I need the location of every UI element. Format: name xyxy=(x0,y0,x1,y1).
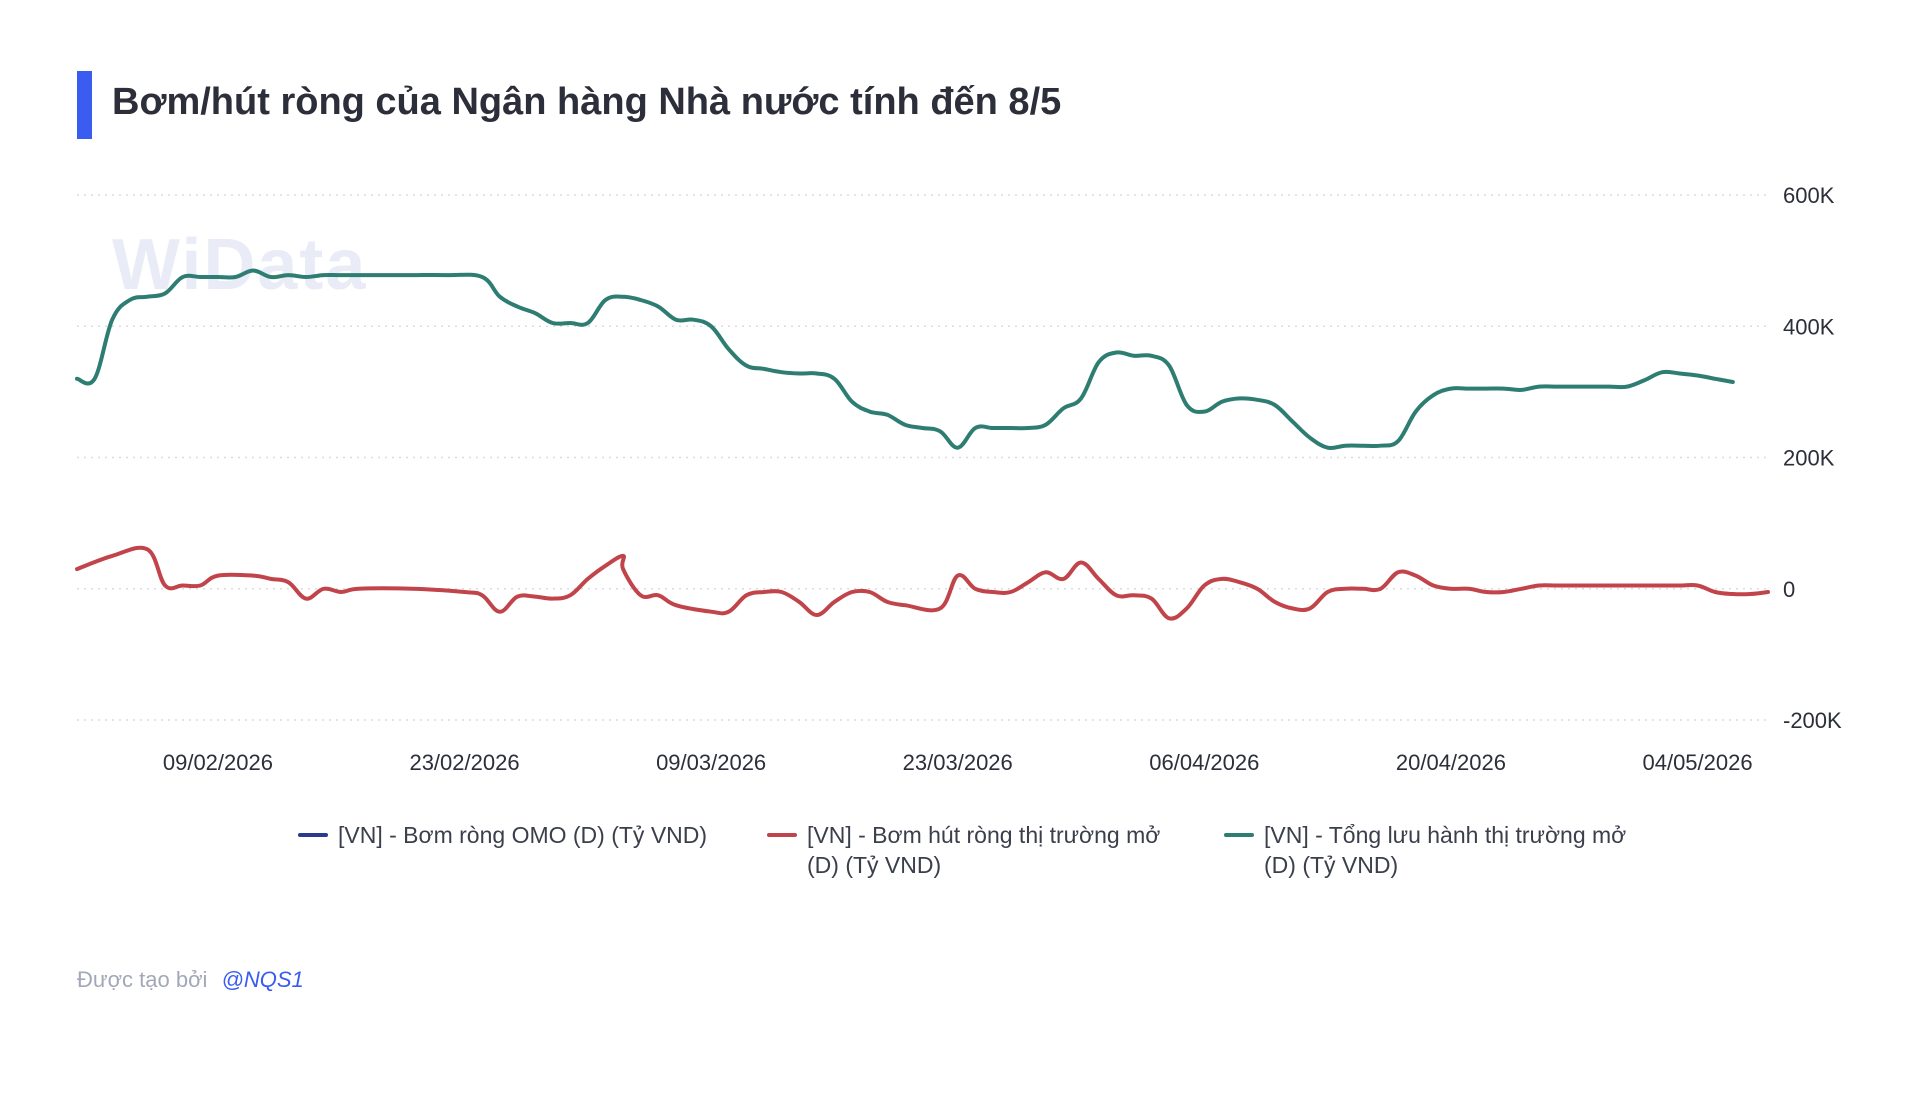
series-line-outstanding xyxy=(75,268,1735,451)
footer-credit: Được tạo bởi @NQS1 xyxy=(77,965,304,995)
legend-swatch-outstanding xyxy=(1224,833,1254,837)
x-tick-label: 09/02/2026 xyxy=(163,750,273,775)
y-tick-label: 600K xyxy=(1783,183,1835,208)
legend-item-net[interactable]: [VN] - Bơm hút ròng thị trường mở (D) (T… xyxy=(767,820,1187,880)
chart-title: Bơm/hút ròng của Ngân hàng Nhà nước tính… xyxy=(112,81,1062,123)
title-accent-bar xyxy=(77,71,92,139)
y-tick-label: 0 xyxy=(1783,577,1795,602)
legend-label-outstanding: [VN] - Tổng lưu hành thị trường mở (D) (… xyxy=(1264,822,1627,878)
series-line-net xyxy=(75,545,1770,621)
legend-label-net: [VN] - Bơm hút ròng thị trường mở (D) (T… xyxy=(807,822,1161,878)
y-tick-label: 200K xyxy=(1783,446,1835,471)
legend-swatch-omo xyxy=(298,833,328,837)
legend-label-omo: [VN] - Bơm ròng OMO (D) (Tỷ VND) xyxy=(338,822,708,848)
x-tick-label: 20/04/2026 xyxy=(1396,750,1506,775)
legend-item-outstanding[interactable]: [VN] - Tổng lưu hành thị trường mở (D) (… xyxy=(1224,820,1644,880)
x-tick-label: 23/02/2026 xyxy=(409,750,519,775)
legend-item-omo[interactable]: [VN] - Bơm ròng OMO (D) (Tỷ VND) xyxy=(298,820,718,850)
x-tick-label: 06/04/2026 xyxy=(1149,750,1259,775)
x-tick-label: 04/05/2026 xyxy=(1642,750,1752,775)
watermark-logo: WiData xyxy=(112,225,368,305)
legend-swatch-net xyxy=(767,833,797,837)
y-tick-label: -200K xyxy=(1783,708,1842,733)
x-tick-label: 09/03/2026 xyxy=(656,750,766,775)
series-lines xyxy=(75,268,1770,621)
y-tick-label: 400K xyxy=(1783,314,1835,339)
x-axis: 09/02/2026 23/02/2026 09/03/2026 23/03/2026… xyxy=(163,750,1753,775)
footer-author-link[interactable]: @NQS1 xyxy=(221,967,304,992)
footer-label: Được tạo bởi xyxy=(77,967,208,992)
chart-legend: [VN] - Bơm ròng OMO (D) (Tỷ VND) [VN] - … xyxy=(0,820,1920,900)
y-axis: 600K 400K 200K 0 -200K xyxy=(1783,183,1842,733)
x-tick-label: 23/03/2026 xyxy=(903,750,1013,775)
